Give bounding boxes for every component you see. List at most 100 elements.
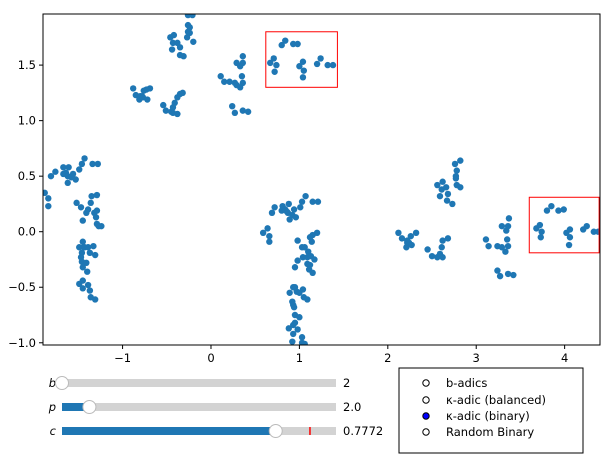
data-point bbox=[300, 67, 308, 74]
slider-value: 2 bbox=[343, 376, 350, 390]
data-point bbox=[555, 207, 562, 214]
data-point bbox=[453, 167, 460, 174]
slider-label: c bbox=[50, 424, 57, 438]
slider-p[interactable]: p 2.0 bbox=[48, 400, 362, 414]
data-point bbox=[45, 202, 52, 210]
slider-track[interactable] bbox=[62, 403, 336, 411]
data-point bbox=[64, 179, 71, 187]
data-point bbox=[498, 244, 506, 251]
slider-fill bbox=[62, 403, 90, 411]
data-point bbox=[89, 160, 96, 168]
x-tick-label: 1 bbox=[296, 351, 303, 365]
data-point bbox=[317, 55, 324, 62]
data-point bbox=[231, 109, 239, 117]
data-point bbox=[176, 44, 184, 51]
data-point bbox=[88, 192, 95, 200]
data-point bbox=[302, 192, 309, 200]
radio-label[interactable]: b-adics bbox=[446, 376, 487, 390]
data-point bbox=[244, 108, 252, 115]
data-point bbox=[329, 61, 337, 69]
data-point bbox=[395, 229, 402, 237]
slider-label: p bbox=[48, 400, 56, 414]
data-point bbox=[510, 271, 517, 279]
slider-handle[interactable] bbox=[82, 400, 97, 414]
data-point bbox=[543, 207, 551, 214]
data-point bbox=[180, 53, 187, 60]
data-point bbox=[129, 85, 137, 92]
y-tick-label: −1.0 bbox=[8, 336, 36, 350]
data-point bbox=[189, 14, 196, 19]
slider-handle[interactable] bbox=[55, 376, 69, 390]
radio-label[interactable]: κ-adic (balanced) bbox=[446, 393, 546, 407]
data-point bbox=[291, 319, 299, 326]
data-point bbox=[91, 296, 99, 303]
data-point bbox=[84, 281, 92, 289]
data-point bbox=[84, 268, 91, 275]
data-point bbox=[221, 78, 228, 85]
data-point bbox=[494, 267, 501, 274]
data-point bbox=[285, 325, 292, 332]
data-point bbox=[504, 222, 512, 230]
data-point bbox=[47, 172, 55, 180]
slider-track[interactable] bbox=[62, 379, 336, 387]
data-point bbox=[183, 34, 191, 41]
data-point bbox=[314, 198, 322, 205]
radio-label[interactable]: κ-adic (binary) bbox=[446, 409, 530, 423]
data-point bbox=[424, 246, 431, 253]
data-point bbox=[78, 160, 86, 168]
data-point bbox=[76, 244, 83, 251]
data-point bbox=[259, 229, 267, 237]
radio-option[interactable]: κ-adic (binary) bbox=[422, 409, 530, 423]
data-point bbox=[239, 79, 247, 87]
data-point bbox=[299, 74, 307, 81]
data-point bbox=[536, 221, 544, 229]
data-point bbox=[324, 61, 331, 69]
data-point bbox=[271, 68, 278, 75]
data-point bbox=[239, 59, 247, 67]
x-tick-label: 3 bbox=[473, 351, 480, 365]
data-point bbox=[239, 53, 247, 60]
radio-button[interactable] bbox=[422, 396, 430, 404]
data-point bbox=[79, 277, 86, 284]
data-point bbox=[86, 249, 94, 257]
slider-label: b bbox=[49, 376, 56, 390]
radio-option[interactable]: Random Binary bbox=[422, 425, 535, 439]
data-point bbox=[313, 229, 321, 237]
data-point bbox=[162, 107, 170, 114]
data-point bbox=[436, 192, 444, 200]
data-point bbox=[304, 296, 311, 303]
radio-option[interactable]: κ-adic (balanced) bbox=[422, 393, 546, 407]
data-point bbox=[217, 73, 224, 80]
data-point bbox=[87, 199, 94, 207]
radio-button[interactable] bbox=[422, 428, 430, 436]
data-point bbox=[282, 37, 289, 44]
radio-button[interactable] bbox=[422, 412, 430, 420]
radio-button[interactable] bbox=[422, 379, 430, 387]
data-point bbox=[268, 209, 276, 217]
data-point bbox=[439, 237, 446, 244]
x-axis: −1 0 1 2 3 4 bbox=[114, 345, 568, 365]
data-point bbox=[86, 287, 94, 294]
data-point bbox=[408, 241, 415, 249]
slider-c[interactable]: c 0.7772 bbox=[50, 424, 384, 438]
data-point bbox=[566, 234, 574, 241]
data-point bbox=[496, 272, 504, 280]
data-point bbox=[77, 204, 85, 211]
data-point bbox=[451, 160, 459, 168]
data-point bbox=[238, 73, 246, 80]
data-point bbox=[79, 217, 86, 224]
radio-option[interactable]: b-adics bbox=[422, 376, 488, 390]
data-point bbox=[294, 326, 301, 333]
data-point bbox=[457, 184, 464, 191]
data-point bbox=[309, 198, 316, 205]
data-point bbox=[93, 207, 101, 214]
radio-label[interactable]: Random Binary bbox=[446, 425, 534, 439]
points-layer bbox=[43, 14, 600, 345]
data-point bbox=[311, 256, 318, 263]
data-point bbox=[290, 304, 298, 311]
data-point bbox=[170, 31, 178, 39]
data-point bbox=[590, 228, 598, 235]
slider-handle[interactable] bbox=[268, 424, 283, 438]
data-point bbox=[144, 96, 151, 103]
